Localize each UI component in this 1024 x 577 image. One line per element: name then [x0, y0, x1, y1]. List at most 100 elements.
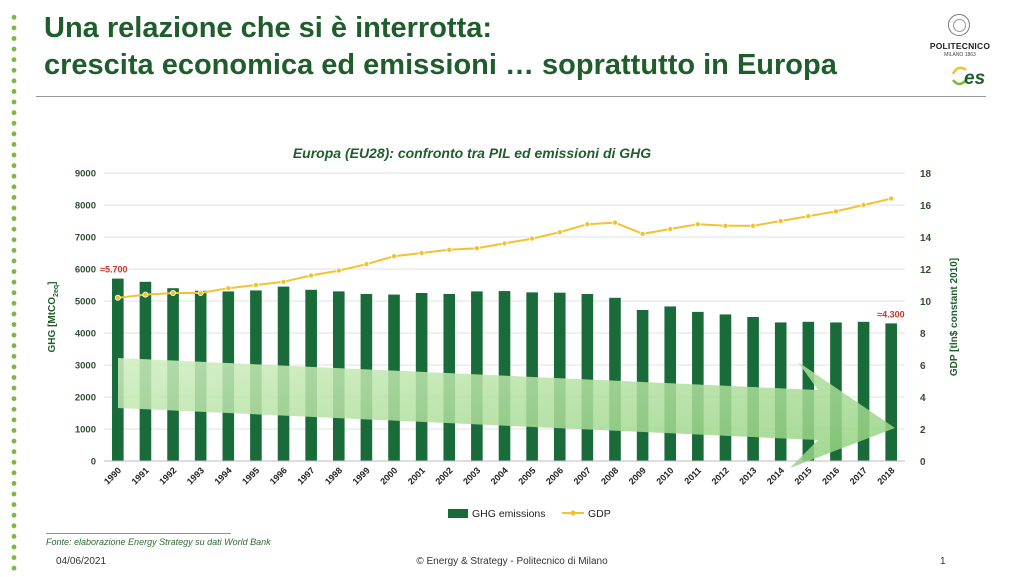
gdp-point-2007	[584, 221, 591, 228]
y-left-tick-label: 7000	[75, 233, 96, 244]
ghg-bar-1990	[112, 278, 124, 461]
x-tick-label: 1995	[240, 465, 261, 486]
y-left-tick-label: 0	[91, 457, 96, 468]
x-tick-label: 2002	[433, 465, 454, 486]
legend-ghg-label: GHG emissions	[472, 508, 546, 520]
gdp-series-line	[117, 197, 892, 299]
logo-mark: es	[964, 68, 985, 89]
gdp-point-2005	[529, 235, 536, 242]
y-right-tick-label: 0	[920, 457, 926, 468]
x-tick-label: 2013	[737, 465, 758, 486]
gdp-point-2017	[860, 201, 867, 208]
annotation-layer: ≈5.700 ≈4.300	[100, 265, 905, 320]
gdp-point-2013	[750, 222, 757, 229]
gdp-point-1992	[170, 289, 177, 296]
x-tick-label: 2005	[516, 465, 537, 486]
y-right-tick-label: 14	[920, 233, 932, 244]
x-tick-label: 2018	[875, 465, 896, 486]
y-right-axis-title: GDP [tln$ constant 2010]	[949, 258, 960, 376]
gdp-point-1997	[308, 272, 315, 279]
x-tick-label: 1998	[323, 465, 344, 486]
y-right-tick-label: 8	[920, 329, 926, 340]
gdp-point-2015	[805, 213, 812, 220]
y-left-tick-label: 4000	[75, 329, 96, 340]
slide-title-line-1: Una relazione che si è interrotta:	[44, 12, 493, 44]
y-right-tick-label: 16	[920, 201, 932, 212]
ghg-bar-2006	[553, 292, 566, 461]
x-tick-label: 1996	[268, 465, 289, 486]
politecnico-logo: POLITECNICO MILANO 1863 es	[920, 14, 1000, 94]
gdp-point-2000	[391, 253, 398, 260]
energy-strategy-logo-icon: es	[951, 66, 985, 89]
x-tick-label: 2011	[682, 465, 703, 486]
x-tick-label: 2015	[793, 465, 814, 486]
gdp-point-2010	[667, 225, 674, 232]
x-tick-label: 2008	[599, 465, 620, 486]
y-right-tick-label: 10	[920, 297, 932, 308]
gdp-point-2009	[639, 230, 646, 237]
gdp-point-2008	[611, 219, 618, 226]
legend-gdp-label: GDP	[588, 508, 611, 520]
ghg-bar-2018	[885, 323, 897, 461]
y-left-axis-title: GHG [MtCO2eq]	[47, 282, 60, 353]
gdp-point-1993	[197, 289, 204, 296]
y-right-tick-label: 2	[920, 425, 926, 436]
y-right-tick-label: 6	[920, 361, 926, 372]
x-tick-label: 1994	[212, 465, 233, 486]
logo-subtitle: MILANO 1863	[944, 52, 976, 58]
source-note: Fonte: elaborazione Energy Strategy su d…	[46, 537, 271, 547]
x-tick-label: 2016	[820, 465, 841, 486]
x-tick-label: 2001	[406, 465, 427, 486]
x-tick-label: 2007	[572, 465, 593, 486]
legend-ghg-swatch	[448, 509, 468, 518]
ghg-bar-2007	[581, 293, 594, 461]
decorative-dot-column	[9, 12, 19, 572]
x-tick-label: 1997	[295, 465, 316, 486]
x-tick-label: 1999	[351, 465, 372, 486]
x-tick-label: 2010	[654, 465, 675, 486]
x-tick-label: 2009	[627, 465, 648, 486]
y-right-tick-label: 4	[920, 393, 926, 404]
chart-title: Europa (EU28): confronto tra PIL ed emis…	[293, 145, 651, 161]
value-annotation: ≈4.300	[877, 309, 904, 319]
gdp-point-2012	[722, 222, 729, 229]
x-tick-label: 1991	[130, 465, 151, 486]
gdp-point-1994	[225, 285, 232, 292]
gdp-point-2002	[446, 246, 453, 253]
legend-gdp-marker	[570, 510, 576, 516]
slide-title-line-2: crescita economica ed emissioni … soprat…	[44, 49, 837, 81]
title-divider	[36, 96, 986, 97]
footer-copyright: © Energy & Strategy - Politecnico di Mil…	[416, 556, 608, 567]
gdp-point-1990	[114, 294, 121, 301]
y-left-tick-label: 9000	[75, 169, 96, 180]
y-left-tick-label: 5000	[75, 297, 96, 308]
y-left-tick-label: 3000	[75, 361, 96, 372]
slide-title: Una relazione che si è interrotta: cresc…	[44, 10, 904, 84]
y-left-tick-label: 8000	[75, 201, 96, 212]
decline-trend-arrow	[118, 358, 895, 468]
x-tick-label: 2006	[544, 465, 565, 486]
value-annotation: ≈5.700	[100, 265, 127, 275]
gdp-point-2003	[473, 245, 480, 252]
gdp-point-2006	[556, 229, 563, 236]
line-layer	[114, 195, 895, 301]
x-tick-label: 1990	[102, 465, 123, 486]
x-tick-label: 2017	[848, 465, 869, 486]
gdp-point-1999	[363, 261, 370, 268]
gdp-point-2014	[777, 217, 784, 224]
x-tick-label: 2004	[489, 465, 510, 486]
ghg-bar-2005	[526, 292, 538, 461]
source-divider	[46, 533, 231, 534]
ghg-bar-2017	[857, 321, 870, 461]
ghg-bar-2008	[609, 297, 621, 461]
y-right-tick-label: 12	[920, 265, 932, 276]
footer-date: 04/06/2021	[56, 556, 107, 567]
chart-legend: GHG emissions GDP	[448, 508, 611, 520]
x-tick-label: 2003	[461, 465, 482, 486]
x-tick-label: 2014	[765, 465, 786, 486]
university-seal-icon	[948, 14, 970, 36]
gdp-point-1991	[142, 291, 149, 298]
x-tick-label: 2012	[710, 465, 731, 486]
gdp-point-1995	[252, 281, 259, 288]
